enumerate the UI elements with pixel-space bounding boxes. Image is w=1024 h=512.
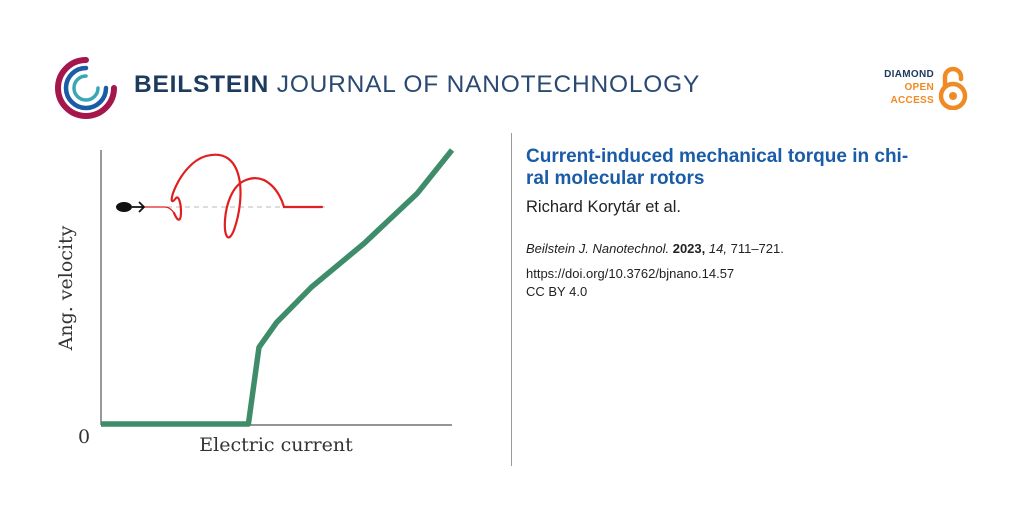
oa-access-label: ACCESS — [890, 95, 934, 106]
electron-arrow-icon — [132, 201, 146, 213]
article-meta: Current-induced mechanical torque in chi… — [526, 146, 966, 299]
y-axis-label: Ang. velocity — [55, 225, 77, 351]
article-pages: 711–721. — [730, 241, 784, 256]
article-year: 2023, — [672, 241, 706, 256]
journal-name: BEILSTEIN JOURNAL OF NANOTECHNOLOGY — [134, 71, 700, 99]
graphical-abstract-figure: Ang. velocity Electric current 0 — [55, 148, 455, 456]
x-axis-label: Electric current — [199, 434, 353, 456]
electron-dot — [116, 202, 132, 212]
article-volume: 14, — [708, 241, 727, 256]
oa-open-label: OPEN — [904, 82, 934, 93]
journal-header: BEILSTEIN JOURNAL OF NANOTECHNOLOGY — [54, 56, 699, 119]
article-title-line1: Current-induced mechanical torque in chi… — [526, 146, 909, 167]
article-title-line2: ral molecular rotors — [526, 168, 705, 189]
journal-name-bold: BEILSTEIN — [134, 71, 270, 98]
article-license: CC BY 4.0 — [526, 284, 588, 299]
helix-left-tail — [138, 206, 175, 214]
oa-diamond-label: DIAMOND — [884, 69, 934, 80]
origin-label: 0 — [78, 426, 90, 448]
vertical-divider — [511, 133, 512, 466]
beilstein-logo-icon — [55, 57, 117, 119]
molecular-rotor-inset — [116, 153, 325, 239]
open-access-text: DIAMOND OPEN ACCESS — [884, 68, 934, 107]
open-access-badge: DIAMOND OPEN ACCESS — [864, 64, 974, 114]
open-lock-icon — [938, 66, 968, 110]
article-authors: Richard Korytár et al. — [526, 198, 681, 216]
journal-name-light: JOURNAL OF NANOTECHNOLOGY — [276, 71, 701, 98]
article-title[interactable]: Current-induced mechanical torque in chi… — [526, 146, 966, 190]
rotor-helix — [170, 153, 324, 239]
angular-velocity-curve — [101, 148, 455, 427]
article-citation: Beilstein J. Nanotechnol. 2023, 14, 711–… — [526, 241, 966, 256]
article-doi-link[interactable]: https://doi.org/10.3762/bjnano.14.57 — [526, 266, 735, 281]
journal-abbrev: Beilstein J. Nanotechnol. — [526, 241, 670, 256]
